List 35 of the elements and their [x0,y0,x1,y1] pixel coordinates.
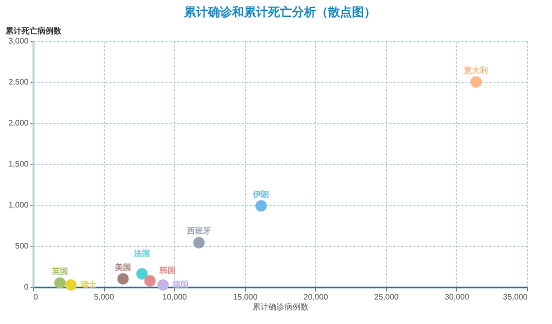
point [157,279,169,291]
point [117,273,129,284]
point [65,279,77,291]
y-tick-label: 0 [24,282,30,292]
point [136,268,148,280]
y-tick-label: 2,500 [8,78,30,86]
x-tick-label: 0 [34,292,38,302]
series-label: 韩国 [158,266,176,275]
x-tick-label: 35,000 [503,292,528,302]
point [470,76,482,88]
y-tick-label: 3,000 [8,36,30,46]
y-axis-title: 累计死亡病例数 [4,26,62,36]
x-axis-title: 累计确诊病例数 [252,302,308,312]
series-label: 意大利 [463,66,488,75]
series-label: 美国 [114,262,132,272]
series-label: 伊朗 [252,188,270,199]
y-tick-label: 1,000 [8,200,30,210]
series-label: 西班牙 [186,226,211,236]
series-label: 法国 [132,248,150,258]
x-tick-label: 10,000 [162,292,188,302]
x-tick-label: 5,000 [94,292,115,302]
x-tick-label: 25,000 [374,292,400,302]
series-label: 英国 [50,266,68,276]
y-tick-label: 1,500 [8,160,30,168]
chart-title: 累计确诊和累计死亡分析（散点图） [183,5,376,19]
x-tick-label: 20,000 [304,292,329,302]
y-tick-label: 500 [15,242,30,250]
y-tick-label: 2,000 [8,118,30,128]
x-tick-label: 15,000 [232,292,258,302]
series-label: 瑞士 [79,280,96,289]
point [144,275,156,287]
x-tick-label: 30,000 [444,292,470,302]
point [54,277,66,289]
point [193,237,205,248]
point [255,200,267,212]
